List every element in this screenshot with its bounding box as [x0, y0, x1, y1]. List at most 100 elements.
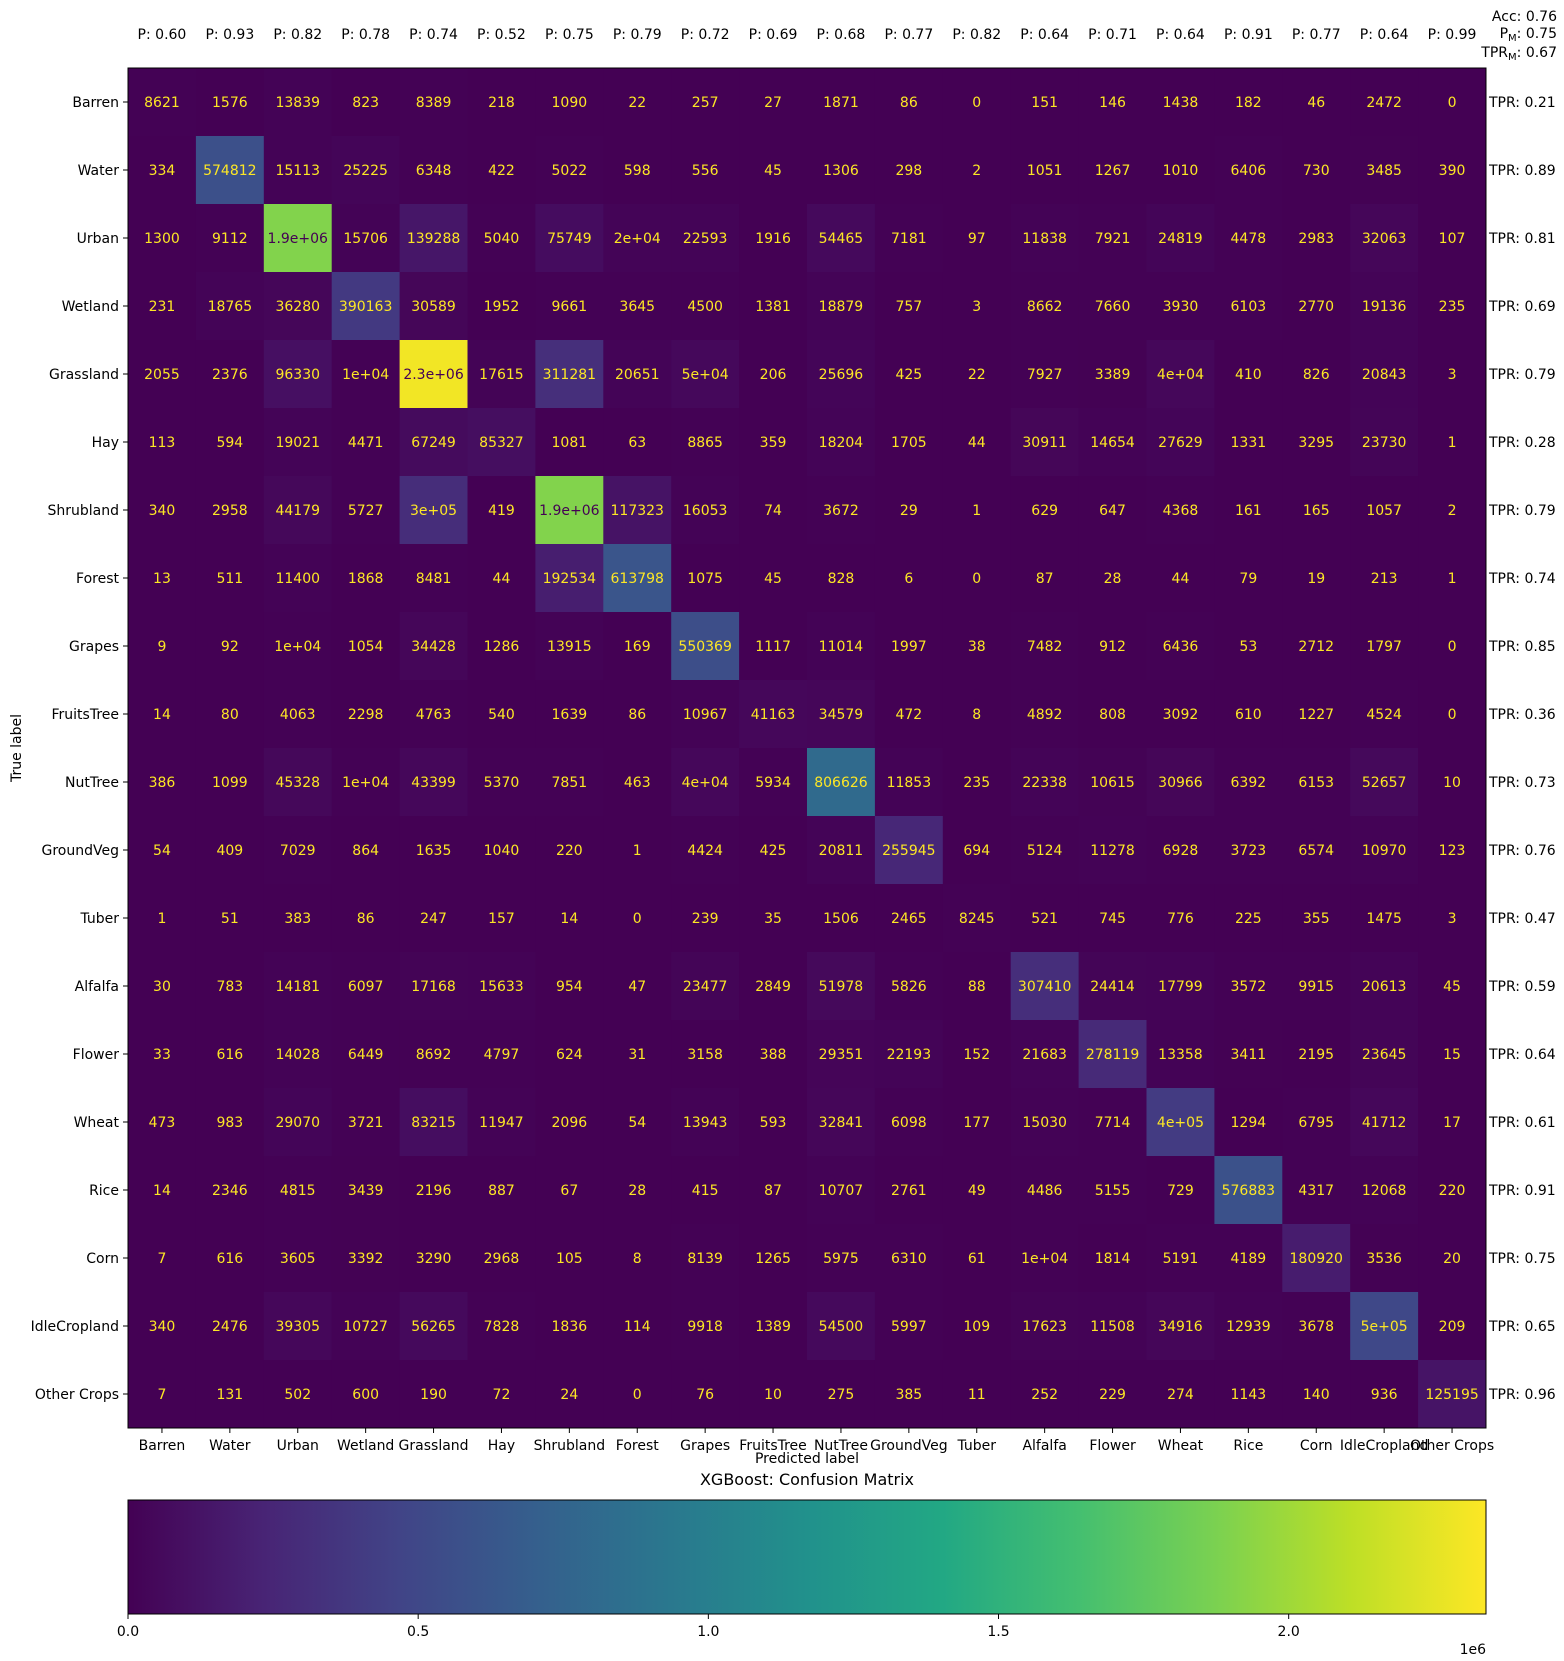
cell-value: 88 [968, 979, 986, 995]
cell-value: 0 [972, 571, 981, 587]
cell-value: 594 [216, 435, 243, 451]
heatmap-cell [671, 952, 740, 1021]
cell-value: 10967 [683, 707, 728, 723]
heatmap-cell [195, 476, 265, 545]
cell-value: 75749 [547, 231, 592, 247]
cell-value: 502 [284, 1387, 311, 1403]
heatmap-cell [1418, 884, 1487, 953]
cell-value: 8481 [416, 571, 452, 587]
heatmap-cell [1282, 476, 1351, 545]
cell-value: 29351 [819, 1047, 864, 1063]
heatmap-cell [535, 340, 604, 409]
cell-value: 1389 [755, 1319, 791, 1335]
cell-value: 11838 [1022, 231, 1067, 247]
heatmap-cell [1146, 1360, 1215, 1429]
tpr-label: TPR: 0.74 [1488, 571, 1556, 587]
heatmap-cell [195, 952, 265, 1021]
y-tick-label: Water [78, 163, 120, 179]
heatmap-cell [128, 1292, 197, 1361]
heatmap-cell [1078, 748, 1147, 817]
cell-value: 936 [1371, 1387, 1398, 1403]
cell-value: 9915 [1298, 979, 1334, 995]
heatmap-cell [467, 272, 536, 341]
cell-value: 23730 [1362, 435, 1407, 451]
heatmap-cell [1146, 612, 1215, 681]
cell-value: 255945 [882, 843, 935, 859]
heatmap-cell [399, 204, 468, 273]
heatmap-cell [399, 1020, 468, 1089]
cell-value: 390163 [339, 299, 392, 315]
cell-value: 3439 [348, 1183, 384, 1199]
heatmap-cell [671, 1360, 740, 1429]
heatmap-cell [399, 136, 468, 205]
cell-value: 114 [624, 1319, 651, 1335]
cell-value: 1868 [348, 571, 384, 587]
heatmap-cell [1010, 1156, 1080, 1225]
cell-value: 44 [1172, 571, 1190, 587]
cell-value: 7921 [1095, 231, 1131, 247]
cell-value: 1294 [1231, 1115, 1267, 1131]
cell-value: 7927 [1027, 367, 1063, 383]
cell-value: 5934 [755, 775, 791, 791]
cell-value: 647 [1099, 503, 1126, 519]
heatmap-cell [1146, 1088, 1215, 1157]
heatmap-cell [739, 544, 808, 613]
heatmap-cell [874, 884, 944, 953]
cell-value: 2770 [1298, 299, 1334, 315]
cell-value: 220 [556, 843, 583, 859]
cell-value: 20843 [1362, 367, 1407, 383]
x-tick-label: Grapes [680, 1438, 730, 1454]
cell-value: 28 [628, 1183, 646, 1199]
heatmap-cell [1214, 680, 1283, 749]
heatmap-cell [671, 340, 740, 409]
cell-value: 1117 [755, 639, 791, 655]
heatmap-cell [1010, 1360, 1080, 1429]
cell-value: 32063 [1362, 231, 1407, 247]
heatmap-cell [1010, 680, 1080, 749]
heatmap-cell [331, 884, 401, 953]
heatmap-cell [263, 68, 333, 137]
heatmap-cell [739, 816, 808, 885]
cell-value: 38 [968, 639, 986, 655]
heatmap-cell [1418, 1088, 1487, 1157]
cell-value: 4763 [416, 707, 452, 723]
cell-value: 0 [1448, 707, 1457, 723]
heatmap-cell [535, 136, 604, 205]
cell-value: 5155 [1095, 1183, 1131, 1199]
heatmap-cell [263, 680, 333, 749]
cell-value: 9112 [212, 231, 248, 247]
y-tick-label: FruitsTree [51, 707, 119, 723]
cell-value: 61 [968, 1251, 986, 1267]
cell-value: 35 [764, 911, 782, 927]
heatmap-cell [1010, 136, 1080, 205]
cell-value: 385 [895, 1387, 922, 1403]
cell-value: 826 [1303, 367, 1330, 383]
heatmap-cell [1282, 816, 1351, 885]
cell-value: 15030 [1022, 1115, 1067, 1131]
cell-value: 13 [153, 571, 171, 587]
heatmap-cell [1146, 340, 1215, 409]
precision-label: P: 0.79 [613, 27, 662, 43]
heatmap-cell [874, 816, 944, 885]
cell-value: 25225 [343, 163, 388, 179]
cell-value: 54 [628, 1115, 646, 1131]
macro-tpr-label: TPRM: 0.67 [1480, 45, 1557, 63]
cell-value: 17799 [1158, 979, 1203, 995]
heatmap-cell [399, 748, 468, 817]
y-tick-label: Wetland [62, 299, 119, 315]
heatmap-cell [1282, 340, 1351, 409]
cell-value: 235 [1439, 299, 1466, 315]
heatmap-cell [942, 612, 1012, 681]
heatmap-cell [331, 136, 401, 205]
cell-value: 1040 [484, 843, 520, 859]
heatmap-cell [399, 476, 468, 545]
cell-value: 864 [352, 843, 379, 859]
cell-value: 231 [149, 299, 176, 315]
cell-value: 6098 [891, 1115, 927, 1131]
heatmap-cell [1418, 204, 1487, 273]
cell-value: 355 [1303, 911, 1330, 927]
heatmap-cell [1214, 612, 1283, 681]
cell-value: 1286 [484, 639, 520, 655]
cell-value: 1267 [1095, 163, 1131, 179]
heatmap-cell [1418, 340, 1487, 409]
